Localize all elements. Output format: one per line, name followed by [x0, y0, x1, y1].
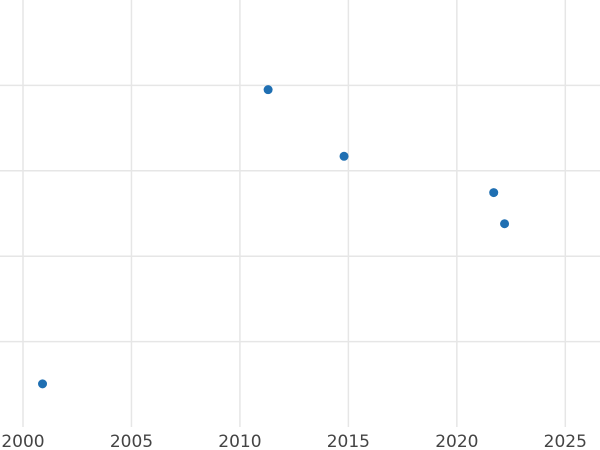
x-tick-label: 2020: [435, 432, 478, 450]
data-point-1: [38, 379, 48, 389]
x-tick-label: 2010: [218, 432, 261, 450]
x-tick-label: 2005: [110, 432, 153, 450]
x-tick-label: 2000: [1, 432, 44, 450]
x-tick-label: 2025: [544, 432, 587, 450]
x-tick-label: 2015: [327, 432, 370, 450]
data-point-2: [263, 85, 273, 95]
data-points: [38, 85, 510, 389]
data-point-5: [500, 219, 510, 229]
data-point-4: [489, 188, 499, 198]
x-tick-labels: 2000 2005 2010 2015 2020 2025: [1, 432, 587, 450]
data-point-3: [339, 151, 349, 161]
y-gridlines: [0, 84, 600, 343]
x-gridlines: [22, 0, 567, 427]
